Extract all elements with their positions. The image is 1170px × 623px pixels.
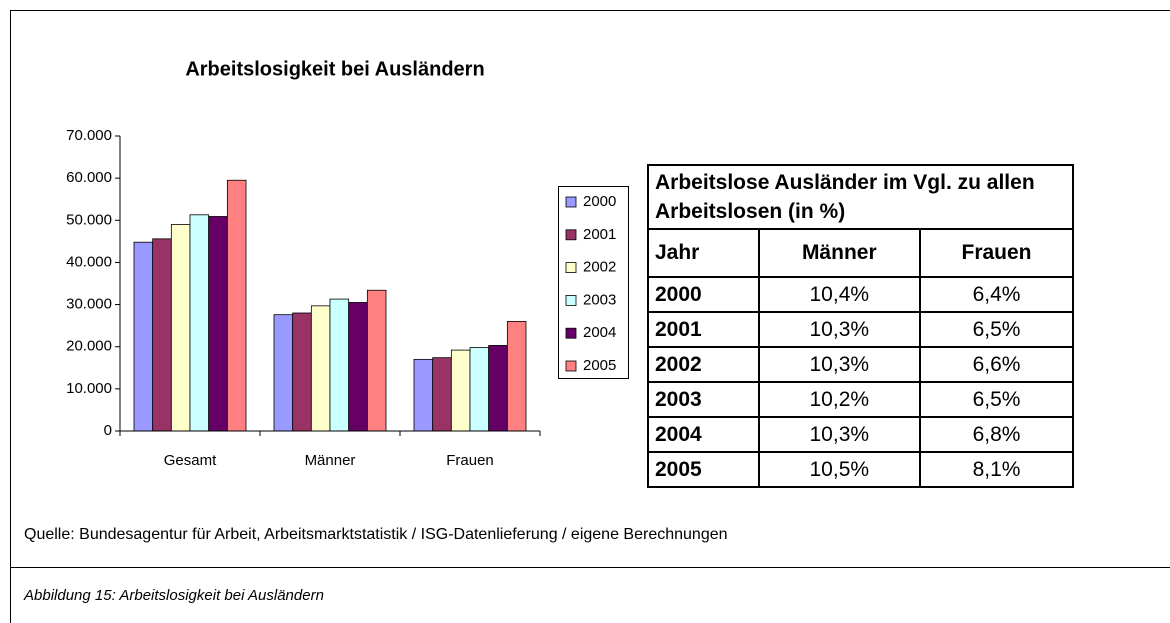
bar (488, 345, 508, 432)
table-cell: 2002 (647, 346, 760, 383)
x-tick-label: Gesamt (164, 452, 217, 469)
table-row: Jahr Männer Frauen (647, 228, 1074, 278)
table-cell: 6,5% (919, 381, 1074, 418)
bar (450, 349, 471, 432)
table-cell: 10,4% (757, 276, 922, 313)
bar (413, 358, 434, 432)
legend-swatch (565, 262, 577, 274)
y-tick-label: 60.000 (66, 169, 112, 186)
table-cell: 10,3% (757, 346, 922, 383)
legend-swatch (565, 327, 577, 339)
x-tick-label: Frauen (446, 452, 494, 469)
bar (329, 298, 350, 432)
table-row: 2003 10,2% 6,5% (647, 381, 1074, 418)
table: Arbeitslose Ausländer im Vgl. zu allen A… (647, 164, 1074, 488)
table-cell: 10,3% (757, 416, 922, 453)
source: Quelle: Bundesagentur für Arbeit, Arbeit… (24, 526, 728, 543)
bar (189, 214, 210, 432)
bar (208, 216, 228, 432)
bar (366, 289, 387, 432)
table-cell: Arbeitslose Ausländer im Vgl. zu allen A… (647, 164, 1074, 230)
y-tick-label: 0 (104, 422, 112, 439)
table-cell: 2001 (647, 311, 760, 348)
y-tick-label: 30.000 (66, 296, 112, 313)
legend-label: 2002 (583, 259, 616, 276)
y-tick-label: 50.000 (66, 211, 112, 228)
bar (133, 241, 154, 432)
bar (432, 357, 452, 432)
y-tick-label: 40.000 (66, 253, 112, 270)
bar (310, 305, 331, 432)
table-cell: 2000 (647, 276, 760, 313)
bar (226, 179, 247, 432)
legend-swatch (565, 196, 577, 208)
bar (348, 302, 368, 432)
bar (469, 347, 490, 432)
bar (273, 314, 294, 432)
legend-label: 2003 (583, 291, 616, 308)
table-row: 2002 10,3% 6,6% (647, 346, 1074, 383)
chart-title: Arbeitslosigkeit bei Ausländern (185, 58, 484, 80)
caption: Abbildung 15: Arbeitslosigkeit bei Auslä… (24, 587, 324, 604)
legend-swatch (565, 360, 577, 372)
table-row: 2001 10,3% 6,5% (647, 311, 1074, 348)
table-cell: 6,4% (919, 276, 1074, 313)
table-cell: Männer (757, 228, 922, 278)
bar (170, 224, 191, 432)
table-cell: 10,2% (757, 381, 922, 418)
x-tick-label: Männer (305, 452, 356, 469)
table-cell: Jahr (647, 228, 760, 278)
legend-swatch (565, 294, 577, 306)
table-cell: 2003 (647, 381, 760, 418)
legend-box (558, 186, 629, 379)
bar (152, 238, 172, 432)
table-row: Arbeitslose Ausländer im Vgl. zu allen A… (647, 164, 1074, 230)
table-row: 2005 10,5% 8,1% (647, 451, 1074, 488)
table-cell: 2004 (647, 416, 760, 453)
bar (292, 312, 312, 432)
table-cell: 6,6% (919, 346, 1074, 383)
table-cell: 6,8% (919, 416, 1074, 453)
table-cell: 2005 (647, 451, 760, 488)
table-cell: 10,5% (757, 451, 922, 488)
table-cell: 6,5% (919, 311, 1074, 348)
bar (506, 321, 527, 432)
y-tick-label: 10.000 (66, 380, 112, 397)
table-cell: 8,1% (919, 451, 1074, 488)
y-tick-label: 20.000 (66, 338, 112, 355)
table-cell: 10,3% (757, 311, 922, 348)
frame (10, 10, 1170, 623)
legend-swatch (565, 229, 577, 241)
y-tick-label: 70.000 (66, 127, 112, 144)
table-cell: Frauen (919, 228, 1074, 278)
legend-label: 2005 (583, 357, 616, 374)
table-row: 2000 10,4% 6,4% (647, 276, 1074, 313)
legend-label: 2001 (583, 226, 616, 243)
legend-label: 2000 (583, 193, 616, 210)
table-row: 2004 10,3% 6,8% (647, 416, 1074, 453)
legend-label: 2004 (583, 324, 616, 341)
